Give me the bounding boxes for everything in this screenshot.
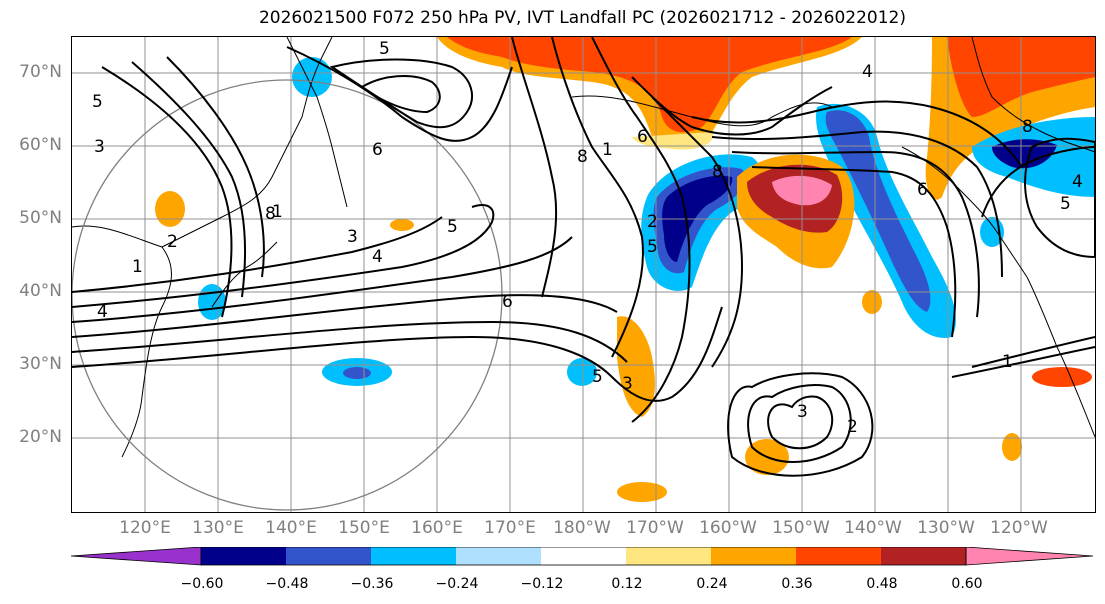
lon-label-120e: 120°E: [119, 518, 171, 538]
contour-label: 3: [347, 227, 358, 247]
contour-label: 8: [712, 162, 723, 182]
colorbar-tick: 0.36: [781, 576, 813, 592]
coastlines: [72, 37, 1095, 458]
colorbar-tick: −0.12: [520, 576, 564, 592]
contour-label: 2: [647, 212, 658, 232]
contour-label: 5: [592, 367, 603, 387]
contour-label: 8: [265, 204, 276, 224]
contour-label: 6: [637, 127, 648, 147]
lon-label-160w: 160°W: [699, 518, 757, 538]
shade-blue-patch-4: [292, 57, 332, 97]
lon-label-130e: 130°E: [192, 518, 244, 538]
colorbar-extend-high: [965, 547, 1094, 566]
contour-label: 1: [132, 257, 143, 277]
colorbar-bin: [371, 547, 456, 565]
shade-orange-patch-5: [390, 219, 414, 231]
shade-orange-patch-3: [617, 482, 667, 502]
map-title: 2026021500 F072 250 hPa PV, IVT Landfall…: [258, 8, 906, 28]
lat-label-60n: 60°N: [19, 135, 62, 155]
contour-label: 3: [797, 402, 808, 422]
lon-label-170w: 170°W: [626, 518, 684, 538]
lat-label-70n: 70°N: [19, 62, 62, 82]
lat-label-30n: 30°N: [19, 354, 62, 374]
contour-label: 5: [92, 92, 103, 112]
contour-label: 3: [94, 137, 105, 157]
contour-label: 6: [372, 140, 383, 160]
lat-label-40n: 40°N: [19, 281, 62, 301]
lon-label-120w: 120°W: [990, 518, 1048, 538]
contour-label: 4: [862, 62, 873, 82]
map-canvas: 5 4 3 6 8 1 2 5 3 4 5 6 1 8 1 5 3 2 5 6 …: [72, 37, 1095, 512]
contour-label: 1: [272, 202, 283, 222]
colorbar-tick: −0.24: [435, 576, 479, 592]
colorbar-bin: [626, 547, 711, 565]
colorbar-bin: [711, 547, 796, 565]
contour-label: 6: [917, 180, 928, 200]
colorbar-frame: [200, 547, 967, 566]
colorbar-tick: 0.24: [696, 576, 728, 592]
colorbar-extend-low: [71, 547, 202, 566]
contour-label: 5: [379, 39, 390, 59]
contour-label: 8: [577, 147, 588, 167]
colorbar-bin: [456, 547, 541, 565]
contour-label: 3: [622, 374, 633, 394]
shade-orange-patch-1: [155, 191, 185, 227]
lat-label-20n: 20°N: [19, 427, 62, 447]
contour-label: 6: [502, 292, 513, 312]
lon-label-170e: 170°E: [484, 518, 536, 538]
contour-label: 8: [1022, 117, 1033, 137]
lon-label-140e: 140°E: [265, 518, 317, 538]
shade-orange-patch-7: [862, 290, 882, 314]
contour-label: 2: [847, 417, 858, 437]
colorbar-tick: 0.48: [866, 576, 898, 592]
colorbar-tick: 0.12: [611, 576, 643, 592]
lat-label-50n: 50°N: [19, 208, 62, 228]
contour-label: 1: [602, 140, 613, 160]
lon-label-160e: 160°E: [411, 518, 463, 538]
map-panel: 5 4 3 6 8 1 2 5 3 4 5 6 1 8 1 5 3 2 5 6 …: [71, 36, 1096, 513]
lon-label-150w: 150°W: [772, 518, 830, 538]
colorbar-tick: −0.48: [265, 576, 309, 592]
colorbar-tick: −0.36: [350, 576, 394, 592]
shade-orange-patch-4: [1032, 367, 1092, 387]
lon-label-140w: 140°W: [844, 518, 902, 538]
colorbar: [71, 547, 1094, 566]
colorbar-tick: 0.60: [951, 576, 983, 592]
colorbar-bin: [201, 547, 286, 565]
shade-orange-patch-6: [1002, 433, 1022, 461]
shade-central-orange: [617, 316, 655, 417]
contour-labels: 5 4 3 6 8 1 2 5 3 4 5 6 1 8 1 5 3 2 5 6 …: [92, 39, 1083, 437]
shade-central-navy: [662, 175, 733, 262]
shade-blue-patch-1-core: [343, 367, 371, 379]
pv-contours: [72, 37, 1095, 477]
lon-label-150e: 150°E: [338, 518, 390, 538]
contour-label: 5: [447, 217, 458, 237]
colorbar-bin: [881, 547, 966, 565]
contour-label: 4: [1072, 172, 1083, 192]
contour-label: 5: [647, 237, 658, 257]
contour-label: 2: [167, 232, 178, 252]
shade-gulf-blue-mid: [825, 110, 931, 312]
colorbar-bin: [541, 547, 626, 565]
shaded-fields: [155, 37, 1095, 502]
contour-label: 1: [1002, 352, 1013, 372]
lon-label-180w: 180°W: [553, 518, 611, 538]
colorbar-bin: [286, 547, 371, 565]
colorbar-bin: [796, 547, 881, 565]
lon-label-130w: 130°W: [917, 518, 975, 538]
contour-label: 4: [372, 247, 383, 267]
shade-alaska-red: [447, 37, 852, 133]
contour-label: 5: [1060, 194, 1071, 214]
contour-label: 4: [97, 302, 108, 322]
colorbar-tick: −0.60: [180, 576, 224, 592]
